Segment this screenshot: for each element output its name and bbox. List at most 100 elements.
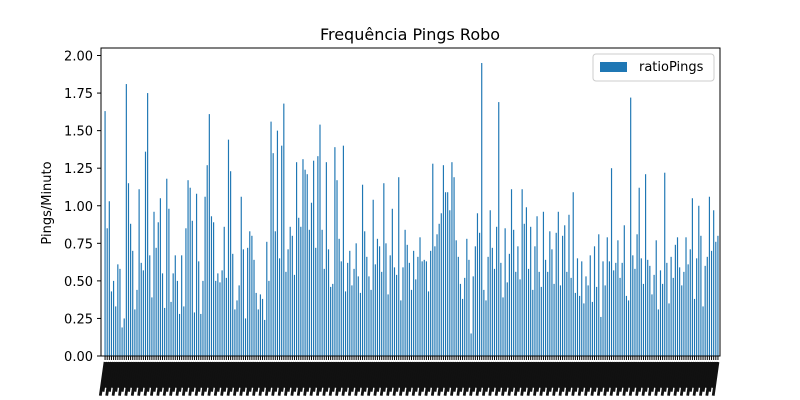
bar [308, 229, 310, 356]
bars-group [104, 63, 719, 357]
x-tick-label-block [165, 361, 173, 392]
x-tick-label-block [286, 361, 294, 392]
bar [430, 250, 432, 356]
x-tick-label-block [401, 361, 409, 392]
x-tick-label-block [711, 361, 720, 396]
x-tick-label-block [175, 361, 184, 396]
x-tick-label-block [388, 361, 396, 392]
x-tick-label-block [354, 361, 362, 396]
x-tick-label-block [155, 361, 162, 388]
x-tick-label-block [408, 361, 416, 392]
bar [485, 300, 487, 356]
bar [625, 295, 628, 356]
bar [347, 262, 349, 356]
bar [455, 240, 457, 356]
bar [587, 285, 589, 356]
x-tick-label-block [430, 361, 439, 396]
bar [496, 226, 498, 356]
bar [247, 247, 249, 356]
x-tick-label-block [667, 361, 675, 396]
bar [298, 217, 300, 356]
x-tick-label-block [516, 361, 524, 392]
bar [232, 253, 234, 356]
x-tick-label-block [188, 361, 196, 396]
bar [502, 297, 504, 356]
bar [530, 226, 532, 356]
x-tick-label-block [461, 361, 469, 388]
x-tick-label-block [181, 361, 190, 396]
x-tick-label-block [312, 361, 320, 392]
x-tick-label-block [542, 361, 550, 392]
x-tick-label-block [529, 361, 537, 392]
x-tick-label-block [628, 361, 637, 396]
x-tick-label-block [487, 361, 494, 388]
bar [400, 300, 402, 356]
bar [108, 201, 110, 356]
x-tick-label-block [480, 361, 488, 388]
x-tick-label-block [526, 361, 535, 396]
x-tick-label-block [187, 361, 194, 388]
x-tick-label-block [563, 361, 571, 388]
x-tick-label-block [137, 361, 145, 396]
bar [489, 210, 491, 356]
x-tick-label-block [212, 361, 220, 388]
bar [183, 306, 185, 356]
bar [506, 282, 508, 356]
x-tick-label-block [488, 361, 496, 396]
x-tick-label-block [347, 361, 356, 396]
x-tick-label-block [443, 361, 452, 396]
bar [112, 280, 115, 356]
bar [651, 294, 653, 356]
bar [234, 309, 236, 356]
bar [304, 169, 306, 356]
bar [268, 280, 270, 356]
bar [404, 229, 406, 356]
x-tick-label-block [554, 361, 562, 392]
x-tick-label-block [552, 361, 560, 396]
x-tick-label-block [101, 361, 109, 392]
bar [491, 247, 493, 356]
x-tick-label-block [501, 361, 509, 396]
x-tick-label-block [637, 361, 645, 392]
bar [357, 276, 359, 356]
x-tick-label-block [299, 361, 307, 392]
bar [221, 270, 223, 356]
bar [549, 231, 551, 356]
bar [408, 262, 410, 356]
x-tick-label-block [222, 361, 230, 392]
bar [662, 283, 664, 356]
bar [195, 193, 198, 356]
x-tick-label-block [605, 361, 613, 392]
x-tick-label-block [595, 361, 603, 388]
bar [359, 292, 362, 356]
x-tick-label-block [391, 361, 398, 388]
bar [178, 313, 181, 356]
x-tick-label-block [290, 361, 298, 396]
bar [702, 306, 704, 356]
y-tick-label: 0.75 [64, 237, 93, 252]
bar [466, 238, 468, 356]
x-tick-label-block [561, 361, 569, 392]
bar [349, 250, 351, 356]
x-tick-label-block [314, 361, 322, 388]
x-tick-label-block [139, 361, 147, 392]
bar [398, 177, 400, 356]
bar [613, 270, 615, 356]
bar [266, 241, 268, 356]
bar [464, 277, 466, 356]
x-tick-label-block [130, 361, 139, 396]
bar [451, 162, 453, 356]
bar [259, 294, 261, 356]
x-tick-label-block [325, 361, 333, 392]
bar [332, 283, 334, 356]
x-tick-label-block [120, 361, 128, 392]
x-tick-label-block [602, 361, 609, 388]
x-tick-label-block [108, 361, 115, 392]
bar [378, 246, 381, 356]
bar [330, 286, 332, 356]
x-tick-label-block [359, 361, 367, 388]
x-tick-label-block [646, 361, 654, 388]
x-tick-label-block [201, 361, 209, 396]
bar [155, 247, 157, 356]
x-tick-label-block [570, 361, 577, 388]
